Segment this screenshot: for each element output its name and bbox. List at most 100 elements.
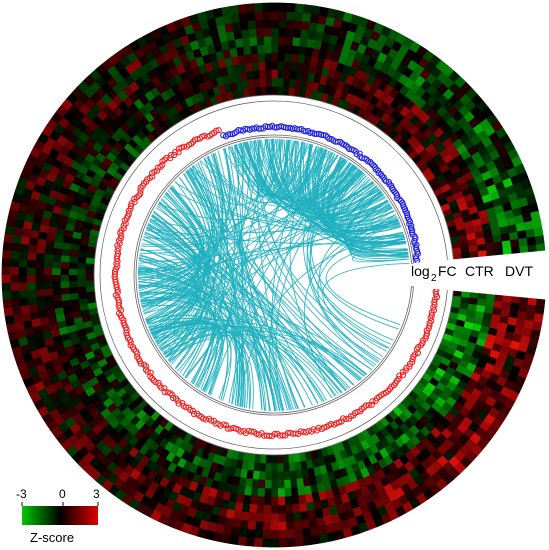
heatmap-cell	[304, 451, 312, 462]
heatmap-cell	[512, 181, 525, 193]
link-chord	[260, 139, 408, 250]
heatmap-cell	[501, 240, 512, 249]
heatmap-cell	[61, 293, 71, 302]
heatmap-cell	[394, 447, 405, 459]
heatmap-cell	[223, 457, 232, 468]
log2fc-label-tail: FC	[438, 263, 457, 279]
heatmap-cell	[240, 511, 250, 521]
heatmap-cell	[438, 376, 450, 387]
link-chord	[153, 193, 206, 340]
heatmap-cell	[237, 4, 248, 14]
heatmap-cell	[526, 304, 537, 314]
heatmap-cell	[376, 505, 389, 517]
heatmap-cell	[291, 503, 301, 514]
heatmap-cell	[30, 348, 41, 360]
heatmap-cell	[113, 171, 124, 181]
heatmap-cell	[88, 376, 100, 387]
heatmap-cell	[294, 461, 302, 471]
heatmap-cell	[203, 35, 214, 47]
heatmap-cell	[254, 11, 264, 21]
heatmap-cell	[237, 536, 247, 546]
heatmap-cell	[81, 158, 93, 170]
heatmap-cell	[11, 242, 21, 252]
scatter-point-up	[365, 402, 372, 409]
heatmap-cell	[45, 301, 55, 311]
link-chord	[213, 153, 299, 410]
heatmap-cell	[365, 102, 376, 114]
heatmap-cell	[27, 251, 37, 261]
heatmap-cell	[514, 163, 527, 176]
heatmap-cell	[277, 471, 285, 481]
heatmap-cell	[70, 143, 82, 155]
scatter-point-up	[154, 167, 161, 174]
heatmap-cell	[264, 44, 272, 54]
scatter-point-up	[206, 132, 214, 139]
heatmap-cell	[426, 406, 439, 418]
heatmap-cell	[349, 444, 360, 456]
heatmap-cell	[309, 484, 319, 495]
heatmap-cell	[393, 80, 405, 93]
scatter-point-up	[132, 348, 140, 355]
heatmap-cell	[131, 405, 143, 416]
heatmap-cell	[255, 512, 264, 523]
heatmap-cell	[85, 274, 95, 281]
heatmap-cell	[88, 234, 99, 243]
heatmap-cell	[24, 326, 35, 337]
link-chord	[186, 170, 223, 390]
heatmap-cell	[333, 44, 344, 55]
heatmap-cell	[247, 78, 255, 89]
heatmap-cell	[226, 65, 235, 76]
heatmap-cell	[491, 197, 503, 208]
heatmap-cell	[38, 346, 49, 357]
heatmap-cell	[289, 70, 298, 80]
heatmap-cell	[509, 340, 521, 351]
heatmap-cell	[352, 32, 364, 44]
heatmap-cell	[60, 261, 70, 269]
heatmap-cell	[133, 440, 145, 452]
heatmap-cell	[54, 307, 65, 316]
heatmap-cell	[523, 352, 535, 364]
heatmap-cell	[338, 54, 348, 65]
heatmap-cell	[222, 48, 232, 59]
heatmap-cell	[55, 227, 66, 237]
link-chord	[315, 149, 383, 217]
heatmap-cell	[502, 177, 514, 189]
heatmap-cell	[258, 471, 266, 481]
heatmap-cell	[508, 231, 519, 241]
heatmap-cell	[489, 190, 501, 201]
scatter-point-up	[155, 379, 162, 387]
heatmap-cell	[298, 45, 307, 56]
heatmap-cell	[17, 202, 29, 214]
heatmap-cell	[77, 333, 89, 343]
heatmap-cell	[216, 515, 227, 526]
heatmap-cell	[347, 84, 358, 96]
heatmap-cell	[404, 99, 416, 111]
scatter-point-down	[383, 178, 390, 185]
heatmap-cell	[318, 490, 328, 501]
link-chord	[155, 315, 206, 348]
heatmap-cell	[389, 440, 400, 452]
heatmap-cell	[284, 53, 293, 63]
heatmap-cell	[387, 77, 399, 89]
scatter-point-up	[197, 135, 204, 142]
heatmap-cell	[451, 241, 461, 250]
track-label-ctr: CTR	[465, 263, 494, 279]
heatmap-cell	[350, 94, 360, 106]
heatmap-cell	[173, 112, 184, 123]
heatmap-cell	[501, 338, 513, 349]
heatmap-cell	[154, 124, 165, 136]
heatmap-cell	[330, 26, 342, 37]
heatmap-cell	[384, 444, 395, 456]
heatmap-cell	[9, 200, 21, 212]
heatmap-cell	[52, 254, 62, 262]
scatter-point-up	[151, 168, 158, 175]
heatmap-cell	[433, 353, 444, 363]
heatmap-cell	[479, 216, 491, 226]
scatter-point-up	[399, 368, 406, 375]
link-chord	[322, 262, 410, 358]
link-chord	[288, 139, 395, 224]
heatmap-cell	[481, 222, 492, 232]
heatmap-cell	[528, 202, 539, 214]
heatmap-cell	[85, 268, 95, 275]
heatmap-cell	[220, 92, 229, 103]
